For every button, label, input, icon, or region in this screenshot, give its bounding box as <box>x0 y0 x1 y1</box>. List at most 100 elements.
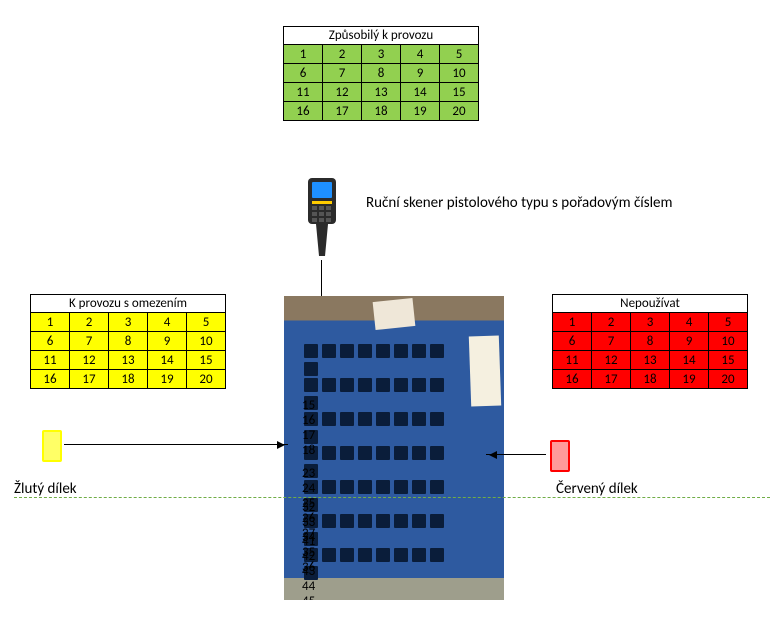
table-green: Způsobilý k provozu 12345678910111213141… <box>283 26 479 121</box>
table-cell: 1 <box>553 313 592 332</box>
red-tile-label: Červený dílek <box>556 480 638 498</box>
table-yellow-title: K provozu s omezením <box>31 295 226 313</box>
rack-row-labels: 4142434445 <box>302 534 462 544</box>
rack-slot-number: 42 <box>302 549 462 564</box>
table-cell: 16 <box>284 102 323 121</box>
rack-slot <box>394 344 408 358</box>
rack-slot <box>376 344 390 358</box>
rack-slot <box>340 378 354 392</box>
table-yellow: K provozu s omezením 1234567891011121314… <box>30 294 226 389</box>
table-cell: 11 <box>31 351 70 370</box>
table-cell: 17 <box>592 370 631 389</box>
rack-slot-number: 45 <box>302 594 462 600</box>
table-cell: 9 <box>401 64 440 83</box>
table-red-body: 1234567891011121314151617181920 <box>553 313 748 389</box>
table-cell: 5 <box>709 313 748 332</box>
table-cell: 1 <box>284 45 323 64</box>
rack-slot-number: 44 <box>302 579 462 594</box>
rack-slot <box>430 378 444 392</box>
diagram-canvas: Způsobilý k provozu 12345678910111213141… <box>0 0 784 628</box>
table-cell: 3 <box>631 313 670 332</box>
rack-row-labels: 15161718 <box>302 398 462 408</box>
table-cell: 2 <box>592 313 631 332</box>
table-cell: 4 <box>670 313 709 332</box>
rack-slot <box>376 378 390 392</box>
table-cell: 8 <box>631 332 670 351</box>
table-cell: 6 <box>553 332 592 351</box>
rack-row-labels: 2324252627 <box>302 466 462 476</box>
table-cell: 13 <box>631 351 670 370</box>
table-cell: 12 <box>592 351 631 370</box>
table-cell: 20 <box>187 370 226 389</box>
rack-slot <box>322 344 336 358</box>
table-cell: 15 <box>709 351 748 370</box>
rack-slot <box>430 344 444 358</box>
table-cell: 11 <box>553 351 592 370</box>
table-cell: 20 <box>440 102 479 121</box>
rack-tag-icon <box>373 298 416 330</box>
dashed-divider <box>14 497 770 498</box>
table-cell: 6 <box>31 332 70 351</box>
table-cell: 13 <box>109 351 148 370</box>
table-cell: 18 <box>631 370 670 389</box>
table-cell: 14 <box>401 83 440 102</box>
table-cell: 8 <box>362 64 401 83</box>
table-cell: 14 <box>670 351 709 370</box>
rack-row <box>302 340 462 362</box>
table-cell: 15 <box>187 351 226 370</box>
table-cell: 19 <box>401 102 440 121</box>
table-cell: 1 <box>31 313 70 332</box>
rack-row <box>302 374 462 396</box>
table-cell: 17 <box>323 102 362 121</box>
table-cell: 7 <box>592 332 631 351</box>
rack-slot-number: 15 <box>302 398 462 413</box>
table-cell: 4 <box>401 45 440 64</box>
rack-slot-number: 33 <box>302 515 462 530</box>
table-cell: 10 <box>187 332 226 351</box>
rack-slot <box>412 344 426 358</box>
rack-slot <box>322 378 336 392</box>
arrow-red-to-rack <box>486 454 546 455</box>
rack-slot <box>304 344 318 358</box>
table-cell: 18 <box>362 102 401 121</box>
table-cell: 19 <box>670 370 709 389</box>
table-cell: 14 <box>148 351 187 370</box>
table-cell: 20 <box>709 370 748 389</box>
table-cell: 2 <box>323 45 362 64</box>
yellow-tile-label: Žlutý dílek <box>14 480 77 498</box>
rack-slot-number: 17 <box>302 428 462 443</box>
rack-photo: 15161718 2324252627 3233343536 4142434445 <box>284 296 504 600</box>
rack-row-labels: 3233343536 <box>302 500 462 510</box>
rack-slot-number: 41 <box>302 534 462 549</box>
rack-slot-number: 23 <box>302 466 462 481</box>
red-tile-icon <box>550 440 570 472</box>
table-cell: 12 <box>70 351 109 370</box>
table-cell: 13 <box>362 83 401 102</box>
rack-slot <box>358 378 372 392</box>
rack-slot-number: 43 <box>302 564 462 579</box>
table-cell: 17 <box>70 370 109 389</box>
rack-note-icon <box>469 335 501 406</box>
table-cell: 2 <box>70 313 109 332</box>
table-cell: 18 <box>109 370 148 389</box>
scanner-icon <box>298 176 346 258</box>
arrow-yellow-to-rack <box>64 444 288 445</box>
rack-slot-number: 18 <box>302 443 462 458</box>
table-cell: 3 <box>109 313 148 332</box>
table-cell: 10 <box>440 64 479 83</box>
table-yellow-body: 1234567891011121314151617181920 <box>31 313 226 389</box>
table-cell: 16 <box>553 370 592 389</box>
table-cell: 7 <box>70 332 109 351</box>
table-cell: 5 <box>440 45 479 64</box>
table-cell: 16 <box>31 370 70 389</box>
table-yellow-wrap: K provozu s omezením 1234567891011121314… <box>30 294 226 389</box>
table-red-title: Nepoužívat <box>553 295 748 313</box>
table-cell: 8 <box>109 332 148 351</box>
table-cell: 19 <box>148 370 187 389</box>
table-cell: 9 <box>148 332 187 351</box>
table-cell: 10 <box>709 332 748 351</box>
table-cell: 4 <box>148 313 187 332</box>
table-cell: 12 <box>323 83 362 102</box>
table-green-wrap: Způsobilý k provozu 12345678910111213141… <box>283 26 479 121</box>
table-cell: 11 <box>284 83 323 102</box>
